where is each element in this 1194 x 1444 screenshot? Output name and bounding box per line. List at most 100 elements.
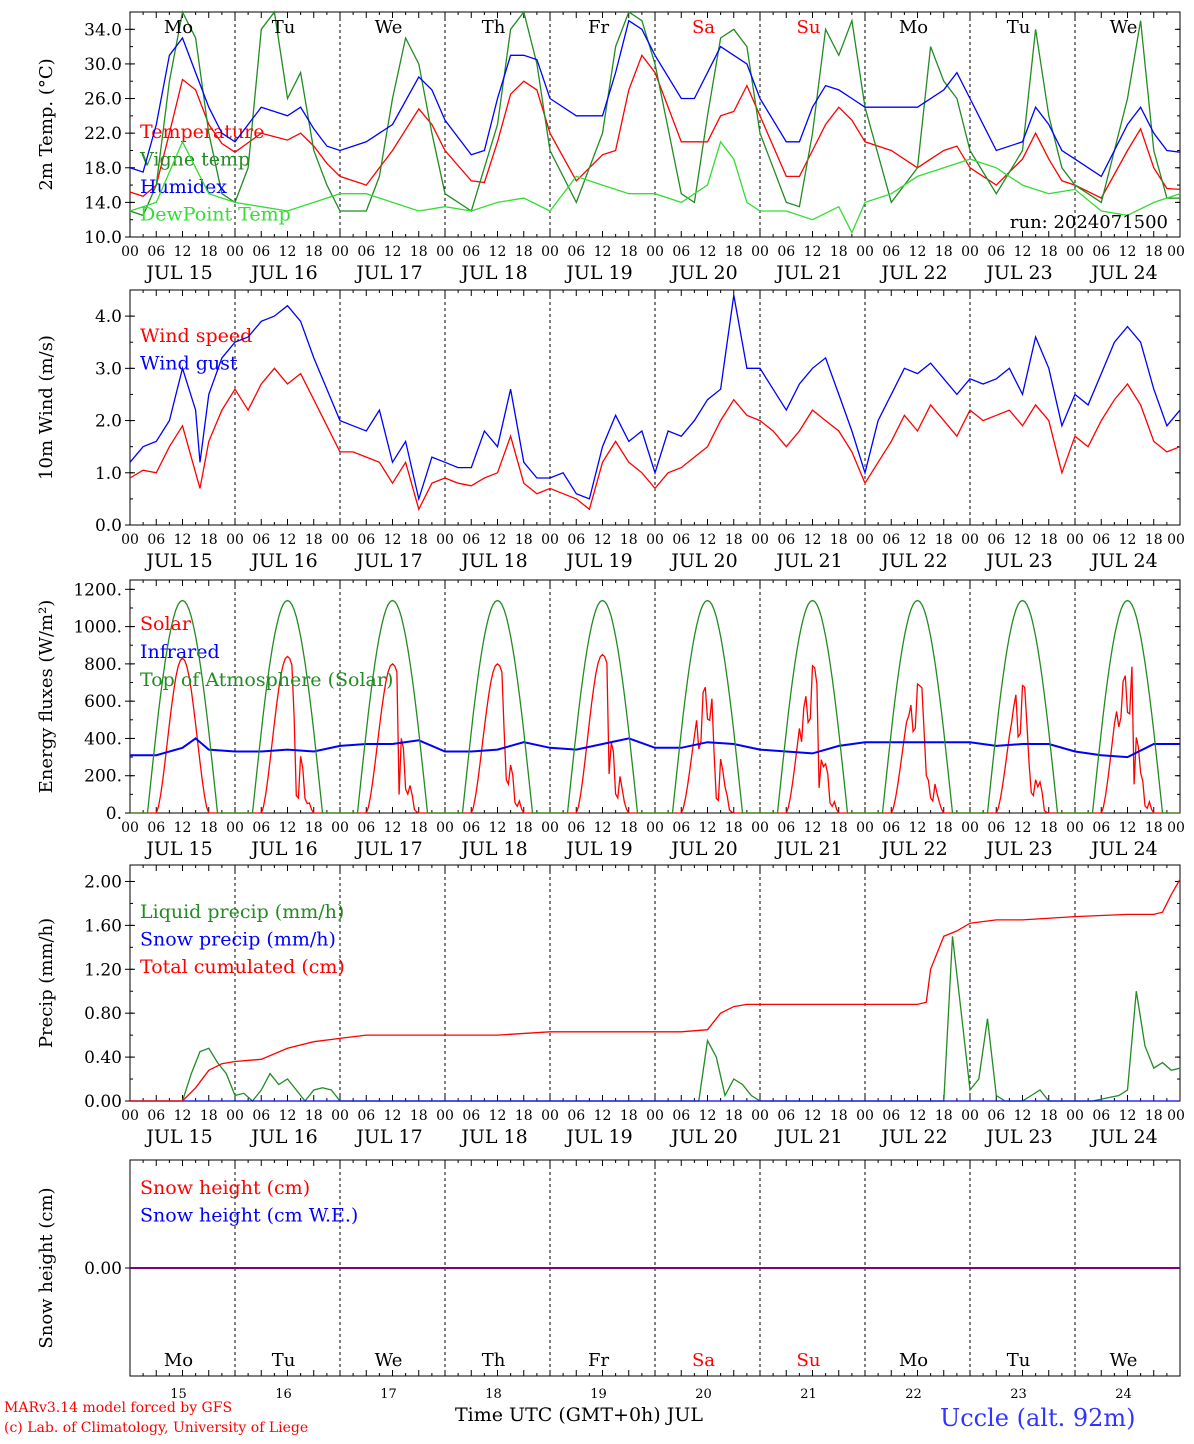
day-number-label: 16 <box>275 1387 292 1402</box>
hour-tick-label: 00 <box>856 820 874 836</box>
hour-tick-label: 12 <box>489 532 507 548</box>
weekday-label: We <box>375 1350 403 1371</box>
hour-tick-label: 12 <box>594 1108 612 1124</box>
hour-tick-label: 06 <box>987 532 1005 548</box>
hour-tick-label: 12 <box>489 820 507 836</box>
y-tick-label: 2.0 <box>95 412 122 432</box>
date-label: JUL 23 <box>984 1126 1052 1148</box>
hour-tick-label: 06 <box>672 532 690 548</box>
y-tick-label: 1.60 <box>84 916 122 936</box>
hour-tick-label: 18 <box>935 820 953 836</box>
weekday-label: Fr <box>588 17 609 38</box>
hour-tick-label: 00 <box>961 244 979 260</box>
hour-tick-label: 06 <box>462 532 480 548</box>
hour-tick-label: 12 <box>1014 244 1032 260</box>
date-label: JUL 19 <box>564 838 632 860</box>
hour-tick-label: 00 <box>1066 532 1084 548</box>
date-label: JUL 22 <box>879 838 947 860</box>
weekday-label: Mo <box>899 17 928 38</box>
hour-tick-label: 12 <box>909 820 927 836</box>
hour-tick-label: 18 <box>1145 1108 1163 1124</box>
hour-tick-label: 06 <box>777 820 795 836</box>
hour-tick-label: 12 <box>384 1108 402 1124</box>
y-tick-label: 34.0 <box>84 20 122 40</box>
date-label: JUL 18 <box>459 838 527 860</box>
hour-tick-label: 12 <box>489 1108 507 1124</box>
weekday-label: Th <box>482 1350 506 1371</box>
hour-tick-label: 06 <box>147 1108 165 1124</box>
hour-tick-label: 12 <box>384 532 402 548</box>
hour-tick-label: 06 <box>357 820 375 836</box>
hour-tick-label: 12 <box>384 244 402 260</box>
hour-tick-label: 06 <box>462 820 480 836</box>
hour-tick-label: 00 <box>856 1108 874 1124</box>
date-label: JUL 17 <box>354 262 422 284</box>
hour-tick-label: 06 <box>1092 244 1110 260</box>
hour-tick-label: 06 <box>672 244 690 260</box>
weekday-label: Mo <box>164 17 193 38</box>
hour-tick-label: 00 <box>436 532 454 548</box>
hour-tick-label: 00 <box>226 820 244 836</box>
hour-tick-label: 00 <box>1167 820 1185 836</box>
hour-tick-label: 12 <box>909 244 927 260</box>
hour-tick-label: 12 <box>699 1108 717 1124</box>
day-number-label: 18 <box>485 1387 502 1402</box>
hour-tick-label: 18 <box>725 532 743 548</box>
hour-tick-label: 06 <box>147 532 165 548</box>
hour-tick-label: 12 <box>804 820 822 836</box>
date-label: JUL 19 <box>564 262 632 284</box>
hour-tick-label: 00 <box>646 820 664 836</box>
hour-tick-label: 00 <box>1167 532 1185 548</box>
hour-tick-label: 18 <box>830 244 848 260</box>
weekday-label: Su <box>797 1350 821 1371</box>
y-axis-label: Energy fluxes (W/m²) <box>36 600 57 794</box>
hour-tick-label: 18 <box>410 1108 428 1124</box>
hour-tick-label: 00 <box>646 1108 664 1124</box>
hour-tick-label: 00 <box>1066 820 1084 836</box>
hour-tick-label: 06 <box>567 1108 585 1124</box>
hour-tick-label: 12 <box>699 532 717 548</box>
hour-tick-label: 00 <box>751 532 769 548</box>
weekday-label: We <box>375 17 403 38</box>
hour-tick-label: 00 <box>121 1108 139 1124</box>
hour-tick-label: 06 <box>672 1108 690 1124</box>
hour-tick-label: 12 <box>1014 1108 1032 1124</box>
x-axis-title: Time UTC (GMT+0h) JUL <box>455 1404 703 1426</box>
hour-tick-label: 06 <box>567 532 585 548</box>
legend-entry: Snow height (cm) <box>140 1177 310 1199</box>
hour-tick-label: 12 <box>279 532 297 548</box>
hour-tick-label: 18 <box>725 244 743 260</box>
y-tick-label: 22.0 <box>84 124 122 144</box>
hour-tick-label: 06 <box>147 244 165 260</box>
hour-tick-label: 00 <box>226 532 244 548</box>
legend-entry: Wind speed <box>140 325 252 347</box>
hour-tick-label: 06 <box>357 1108 375 1124</box>
hour-tick-label: 06 <box>462 1108 480 1124</box>
day-number-label: 20 <box>695 1387 712 1402</box>
hour-tick-label: 18 <box>830 532 848 548</box>
legend-entry: Solar <box>140 613 192 635</box>
hour-tick-label: 12 <box>699 820 717 836</box>
hour-tick-label: 12 <box>594 532 612 548</box>
hour-tick-label: 00 <box>751 1108 769 1124</box>
date-label: JUL 19 <box>564 550 632 572</box>
date-label: JUL 15 <box>144 550 212 572</box>
y-tick-label: 0. <box>106 804 122 824</box>
legend-entry: Temperature <box>140 121 264 143</box>
hour-tick-label: 18 <box>935 244 953 260</box>
date-label: JUL 20 <box>669 262 737 284</box>
date-label: JUL 21 <box>774 550 842 572</box>
day-number-label: 23 <box>1010 1387 1027 1402</box>
hour-tick-label: 06 <box>252 244 270 260</box>
hour-tick-label: 12 <box>594 820 612 836</box>
weekday-label: Tu <box>1007 17 1031 38</box>
hour-tick-label: 18 <box>200 1108 218 1124</box>
day-number-label: 15 <box>170 1387 187 1402</box>
hour-tick-label: 00 <box>856 532 874 548</box>
weekday-label: Sa <box>692 1350 715 1371</box>
hour-tick-label: 00 <box>331 1108 349 1124</box>
hour-tick-label: 00 <box>646 532 664 548</box>
hour-tick-label: 06 <box>882 532 900 548</box>
hour-tick-label: 18 <box>200 820 218 836</box>
legend-entry: Snow precip (mm/h) <box>140 929 336 951</box>
